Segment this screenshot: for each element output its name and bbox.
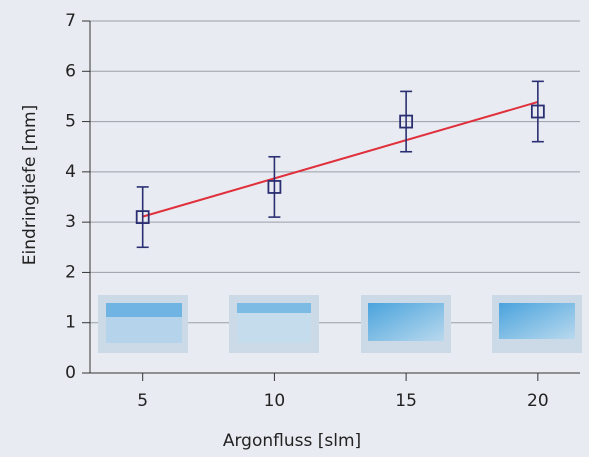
y-tick-label: 2 [65, 262, 76, 282]
y-axis-title: Eindringtiefe [mm] [20, 105, 40, 265]
error-bar [400, 90, 413, 153]
x-tick-label: 20 [527, 391, 549, 411]
y-tick-label: 1 [65, 313, 76, 333]
x-axis-title: Argonfluss [slm] [223, 431, 361, 451]
error-bar [531, 80, 544, 143]
x-tick-label: 10 [264, 391, 286, 411]
sample-photos [98, 295, 582, 353]
y-tick-label: 0 [65, 363, 76, 383]
point [530, 104, 545, 119]
point [399, 114, 414, 129]
point [267, 180, 282, 194]
y-tick-label: 5 [65, 112, 76, 132]
x-tick-label: 15 [395, 391, 417, 411]
y-tick-label: 3 [65, 212, 76, 232]
error-bar [268, 155, 281, 218]
error-bar [136, 186, 149, 249]
y-tick-label: 6 [65, 61, 76, 81]
y-tick-label: 4 [65, 162, 76, 182]
x-tick-label: 5 [137, 391, 148, 411]
point [135, 210, 150, 225]
y-tick-label: 7 [65, 11, 76, 31]
trend-line [142, 100, 539, 218]
